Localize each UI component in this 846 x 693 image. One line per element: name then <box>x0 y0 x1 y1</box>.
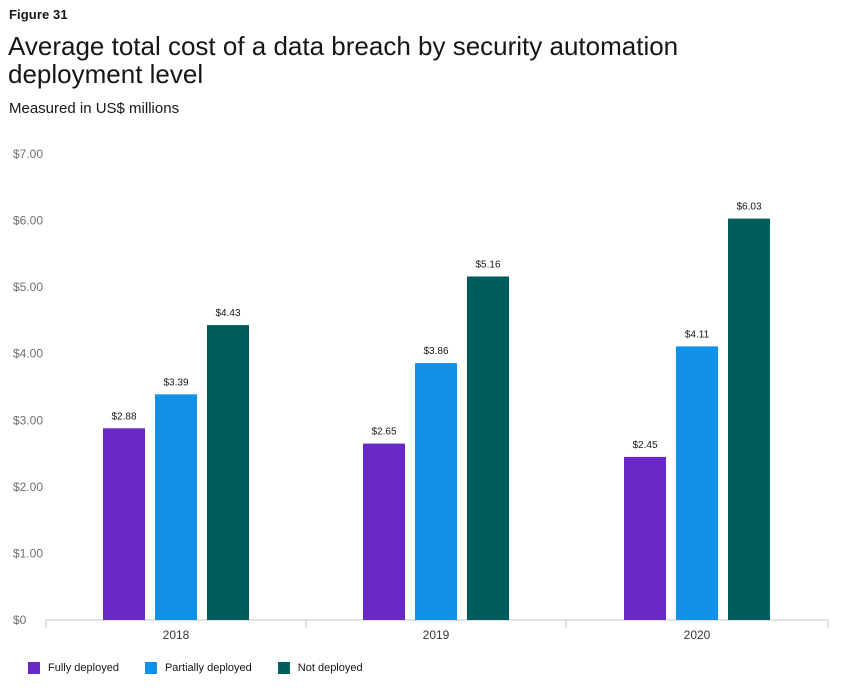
chart-subtitle: Measured in US$ millions <box>9 100 180 117</box>
x-tick-label: 2018 <box>163 628 190 642</box>
legend-swatch <box>144 662 157 674</box>
data-label: $4.43 <box>215 308 240 319</box>
legend-label: Fully deployed <box>48 662 119 674</box>
data-label: $2.45 <box>632 440 657 451</box>
chart-title: Average total cost of a data breach by s… <box>8 31 679 89</box>
y-tick-label: $2.00 <box>13 480 43 494</box>
legend-swatch <box>277 662 290 674</box>
bar <box>363 443 405 620</box>
y-tick-label: $0 <box>13 613 27 627</box>
data-label: $3.39 <box>163 377 188 388</box>
y-tick-label: $4.00 <box>13 347 43 361</box>
bar <box>467 276 509 620</box>
y-tick-label: $5.00 <box>13 280 43 294</box>
y-tick-label: $1.00 <box>13 546 43 560</box>
bar <box>676 346 718 620</box>
y-tick-label: $7.00 <box>13 147 43 161</box>
data-label: $5.16 <box>475 259 500 270</box>
legend-item: Not deployed <box>277 662 363 674</box>
bar <box>415 363 457 620</box>
x-tick-label: 2020 <box>684 628 711 642</box>
data-label: $4.11 <box>685 329 710 340</box>
data-label: $2.65 <box>371 427 396 438</box>
legend-label: Not deployed <box>297 662 363 674</box>
legend-label: Partially deployed <box>164 662 252 674</box>
data-label: $2.88 <box>111 411 136 422</box>
data-label: $6.03 <box>736 202 761 213</box>
bar <box>624 456 666 620</box>
legend-item: Fully deployed <box>28 662 119 674</box>
figure-label: Figure 31 <box>9 7 68 22</box>
data-label: $3.86 <box>423 346 448 357</box>
bar <box>207 325 249 620</box>
legend-item: Partially deployed <box>144 662 252 674</box>
bar <box>728 218 770 620</box>
y-tick-label: $6.00 <box>13 214 43 228</box>
legend-swatch <box>28 662 40 674</box>
chart-legend: Fully deployed Partially deployed Not depl… <box>28 662 389 674</box>
bar <box>155 394 197 620</box>
y-tick-label: $3.00 <box>13 413 43 427</box>
bar <box>103 428 145 620</box>
x-tick-label: 2019 <box>423 628 450 642</box>
